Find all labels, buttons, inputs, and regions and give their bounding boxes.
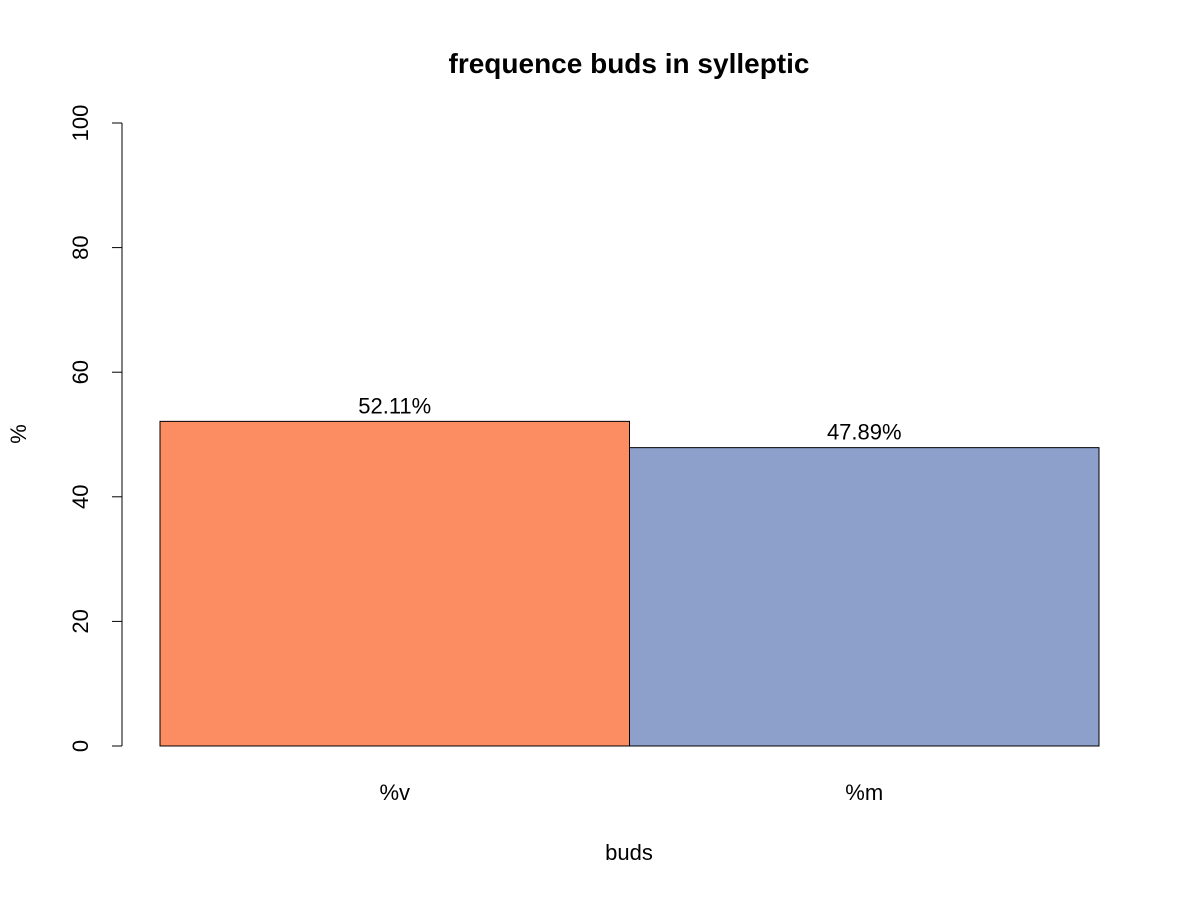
y-tick-label: 0	[68, 740, 93, 752]
bar-data-label: 47.89%	[827, 420, 902, 445]
bar	[159, 420, 630, 747]
bar	[629, 447, 1100, 747]
chart-title: frequence buds in sylleptic	[449, 48, 810, 79]
x-axis-label: buds	[605, 840, 653, 865]
y-tick-label: 60	[68, 360, 93, 384]
x-category-label: %v	[379, 780, 410, 805]
y-tick-label: 80	[68, 235, 93, 259]
y-axis-label: %	[6, 424, 31, 444]
bars-group: 52.11% %v 47.89% %m	[159, 393, 1100, 805]
y-tick-label: 100	[68, 105, 93, 142]
y-axis: 0 20 40 60 80 100	[68, 105, 123, 752]
x-category-label: %m	[845, 780, 883, 805]
y-tick-label: 20	[68, 609, 93, 633]
bar-data-label: 52.11%	[358, 393, 431, 418]
y-tick-label: 40	[68, 485, 93, 509]
